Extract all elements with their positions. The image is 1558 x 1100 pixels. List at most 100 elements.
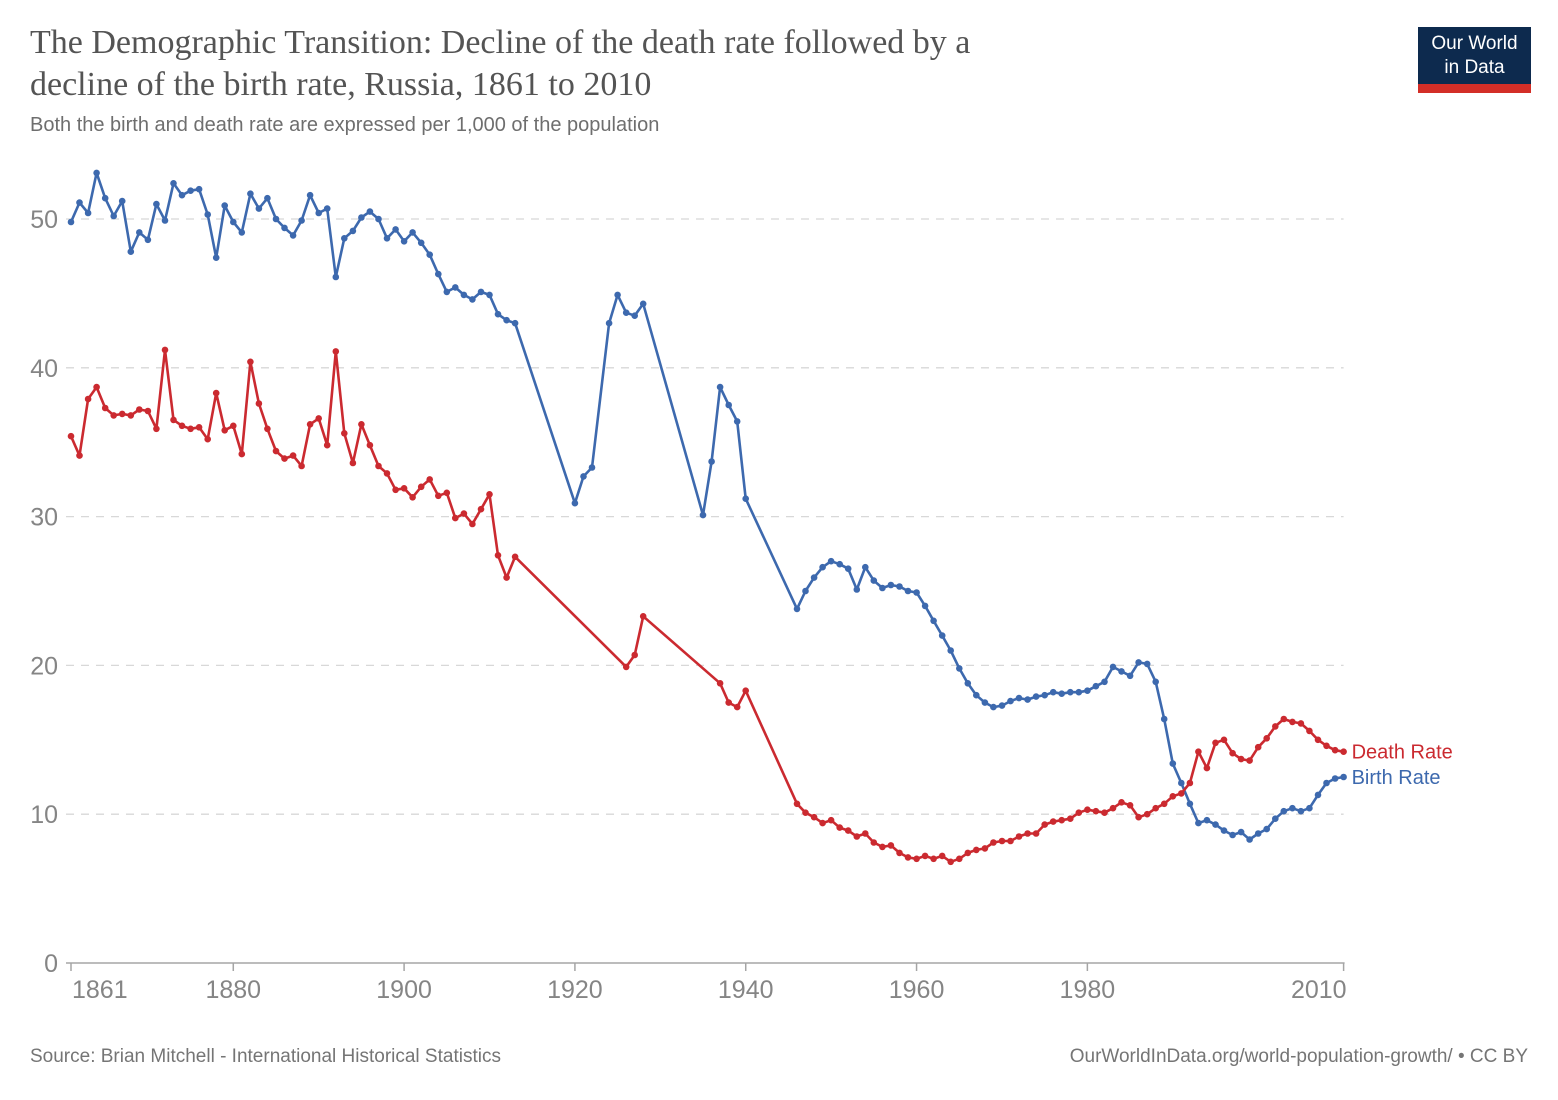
- death-rate-point[interactable]: [443, 489, 451, 497]
- birth-rate-point[interactable]: [1135, 659, 1142, 666]
- death-rate-point[interactable]: [964, 849, 972, 857]
- death-rate-point[interactable]: [921, 852, 929, 860]
- birth-rate-point[interactable]: [1118, 668, 1125, 675]
- death-rate-point[interactable]: [1229, 749, 1236, 757]
- birth-rate-point[interactable]: [204, 211, 211, 218]
- birth-rate-point[interactable]: [460, 291, 468, 299]
- death-rate-point[interactable]: [981, 845, 989, 852]
- birth-rate-point[interactable]: [1178, 779, 1185, 787]
- death-rate-point[interactable]: [460, 510, 468, 517]
- birth-rate-point[interactable]: [144, 236, 152, 244]
- birth-rate-point[interactable]: [631, 312, 638, 320]
- birth-rate-point[interactable]: [1340, 773, 1347, 781]
- death-rate-point[interactable]: [255, 400, 263, 407]
- birth-rate-point[interactable]: [84, 209, 92, 217]
- birth-rate-point[interactable]: [802, 587, 809, 595]
- death-rate-point[interactable]: [930, 855, 937, 863]
- birth-rate-point[interactable]: [938, 632, 946, 639]
- death-rate-point[interactable]: [844, 827, 852, 834]
- death-rate-point[interactable]: [161, 346, 169, 354]
- death-rate-point[interactable]: [93, 383, 100, 391]
- death-rate-point[interactable]: [127, 412, 135, 419]
- death-rate-point[interactable]: [1049, 818, 1057, 825]
- death-rate-point[interactable]: [435, 492, 442, 500]
- birth-rate-point[interactable]: [306, 191, 314, 199]
- death-rate-point[interactable]: [810, 813, 818, 821]
- death-rate-point[interactable]: [230, 422, 237, 430]
- birth-rate-point[interactable]: [588, 464, 596, 471]
- death-rate-point[interactable]: [1007, 837, 1014, 845]
- birth-rate-point[interactable]: [981, 699, 989, 706]
- birth-rate-point[interactable]: [1084, 687, 1091, 694]
- birth-rate-point[interactable]: [118, 197, 126, 205]
- birth-rate-point[interactable]: [383, 235, 391, 242]
- birth-rate-point[interactable]: [1331, 775, 1339, 782]
- birth-rate-point[interactable]: [341, 235, 348, 242]
- birth-rate-point[interactable]: [1058, 690, 1065, 697]
- death-rate-point[interactable]: [1186, 779, 1194, 787]
- death-rate-point[interactable]: [1306, 727, 1313, 735]
- death-rate-point[interactable]: [1058, 816, 1065, 824]
- birth-rate-point[interactable]: [836, 560, 843, 568]
- birth-rate-point[interactable]: [212, 254, 220, 261]
- birth-rate-point[interactable]: [247, 190, 254, 197]
- death-rate-point[interactable]: [84, 395, 92, 403]
- birth-rate-point[interactable]: [315, 209, 323, 217]
- death-rate-point[interactable]: [238, 450, 246, 458]
- death-rate-point[interactable]: [417, 483, 425, 491]
- death-rate-point[interactable]: [956, 855, 963, 863]
- birth-rate-point[interactable]: [1306, 804, 1313, 812]
- death-rate-point[interactable]: [144, 407, 152, 415]
- death-rate-point[interactable]: [1272, 723, 1279, 730]
- death-rate-point[interactable]: [187, 425, 194, 433]
- death-rate-point[interactable]: [264, 425, 271, 433]
- birth-rate-point[interactable]: [716, 383, 724, 391]
- death-rate-point[interactable]: [349, 459, 357, 467]
- birth-rate-point[interactable]: [76, 199, 83, 206]
- death-rate-point[interactable]: [1195, 748, 1202, 755]
- death-rate-point[interactable]: [793, 800, 801, 808]
- death-rate-point[interactable]: [1178, 790, 1185, 797]
- death-rate-point[interactable]: [1126, 802, 1134, 809]
- death-rate-point[interactable]: [272, 447, 280, 455]
- birth-rate-point[interactable]: [870, 577, 878, 584]
- death-rate-point[interactable]: [1246, 757, 1253, 764]
- death-rate-point[interactable]: [1109, 804, 1117, 812]
- birth-rate-point[interactable]: [435, 270, 442, 278]
- death-rate-point[interactable]: [323, 441, 331, 449]
- death-rate-point[interactable]: [409, 494, 416, 501]
- death-rate-point[interactable]: [973, 846, 980, 854]
- death-rate-point[interactable]: [341, 430, 348, 437]
- birth-rate-point[interactable]: [973, 691, 980, 699]
- death-rate-point[interactable]: [315, 415, 323, 422]
- death-rate-point[interactable]: [118, 410, 126, 418]
- death-rate-point[interactable]: [990, 839, 997, 846]
- death-rate-point[interactable]: [383, 470, 391, 477]
- birth-rate-point[interactable]: [1049, 688, 1057, 696]
- death-rate-point[interactable]: [896, 849, 903, 857]
- birth-rate-point[interactable]: [1289, 804, 1296, 812]
- death-rate-point[interactable]: [622, 663, 630, 671]
- death-rate-point[interactable]: [1118, 799, 1125, 806]
- birth-rate-point[interactable]: [221, 202, 228, 209]
- birth-rate-point[interactable]: [494, 310, 502, 318]
- death-rate-point[interactable]: [76, 452, 83, 459]
- death-rate-point[interactable]: [452, 514, 459, 522]
- birth-rate-point[interactable]: [571, 499, 579, 507]
- birth-rate-point[interactable]: [1024, 696, 1031, 703]
- death-rate-point[interactable]: [426, 476, 434, 483]
- death-rate-point[interactable]: [819, 819, 826, 827]
- death-rate-point[interactable]: [392, 486, 399, 494]
- birth-rate-point[interactable]: [990, 703, 997, 711]
- birth-rate-point[interactable]: [366, 208, 374, 215]
- birth-rate-point[interactable]: [1229, 831, 1236, 839]
- birth-rate-point[interactable]: [921, 602, 929, 610]
- birth-rate-point[interactable]: [272, 215, 280, 223]
- birth-rate-point[interactable]: [1195, 819, 1202, 827]
- birth-rate-point[interactable]: [136, 229, 143, 236]
- birth-rate-point[interactable]: [1314, 791, 1322, 799]
- death-rate-line[interactable]: [69, 348, 1344, 864]
- death-rate-point[interactable]: [67, 432, 75, 440]
- birth-rate-point[interactable]: [614, 291, 621, 299]
- death-rate-point[interactable]: [742, 687, 749, 694]
